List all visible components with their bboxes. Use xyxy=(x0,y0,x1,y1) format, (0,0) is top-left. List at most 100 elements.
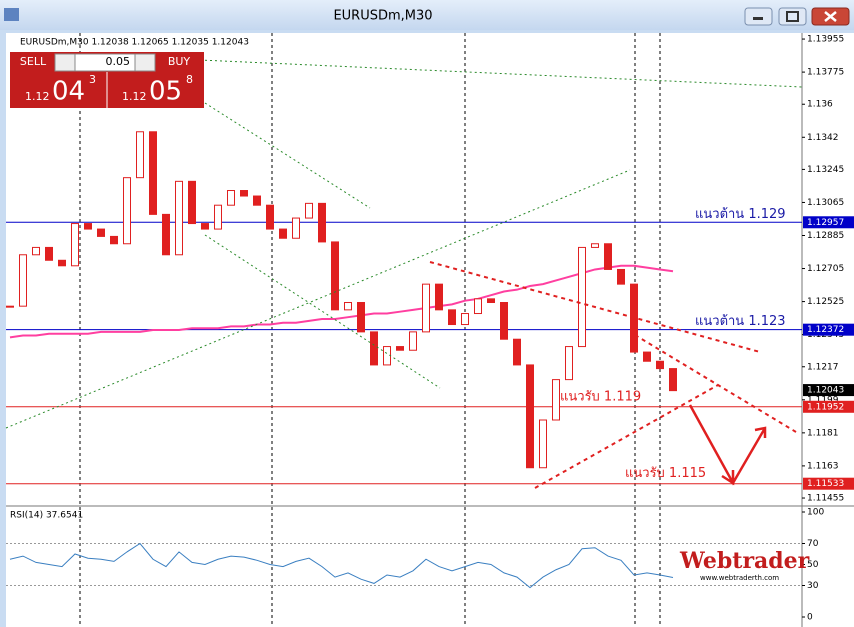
candle xyxy=(97,228,105,237)
candle xyxy=(110,235,118,245)
candle xyxy=(448,309,456,326)
candle xyxy=(6,305,14,308)
candle xyxy=(526,364,534,469)
candle xyxy=(149,131,157,215)
window-icon xyxy=(4,8,19,21)
y-tick-label: 1.12885 xyxy=(807,231,844,241)
y-tick-label: 1.11455 xyxy=(807,494,844,504)
rsi-tick-label: 30 xyxy=(807,581,819,591)
candle xyxy=(175,180,183,256)
minimize-button[interactable] xyxy=(744,7,773,26)
candle xyxy=(45,246,53,261)
rsi-line xyxy=(9,542,674,589)
candle xyxy=(19,254,27,307)
candle xyxy=(58,259,66,267)
candle xyxy=(656,360,664,370)
candle xyxy=(201,223,209,230)
forecast-arrow xyxy=(688,404,767,486)
candle xyxy=(643,351,651,362)
bid-sup: 3 xyxy=(89,73,96,86)
y-tick-label: 1.13775 xyxy=(807,68,844,78)
candle xyxy=(305,202,313,219)
sell-button[interactable]: SELL xyxy=(20,55,47,68)
candle xyxy=(565,346,573,381)
bid-big: 1.12 xyxy=(25,90,50,103)
candle xyxy=(383,346,391,366)
candle xyxy=(344,302,352,311)
ask-main: 05 xyxy=(149,77,182,107)
y-tick-label: 1.1163 xyxy=(807,461,839,471)
close-icon xyxy=(824,11,837,22)
logo-url: www.webtraderth.com xyxy=(700,574,779,582)
trade-panel: SELL BUY 0.05 1.12 04 3 1.12 05 8 xyxy=(10,52,204,108)
candle xyxy=(435,283,443,311)
candle xyxy=(32,246,40,256)
candle xyxy=(84,223,92,230)
window-title: EURUSDm,M30 xyxy=(333,9,432,24)
y-tick-label: 1.1199 xyxy=(807,395,839,405)
candle xyxy=(409,331,417,351)
candle xyxy=(240,190,248,197)
candle xyxy=(500,302,508,340)
y-tick-label: 1.1342 xyxy=(807,133,839,143)
rsi-tick-label: 70 xyxy=(807,539,819,549)
candle xyxy=(604,243,612,270)
candle xyxy=(513,338,521,366)
candle xyxy=(318,202,326,243)
candle xyxy=(136,131,144,179)
candle xyxy=(669,368,677,392)
annotation: แนวต้าน 1.129 xyxy=(695,207,786,222)
level-label-bg xyxy=(803,477,854,490)
minimize-icon xyxy=(753,17,763,20)
candle xyxy=(188,180,196,225)
buy-button[interactable]: BUY xyxy=(168,55,191,68)
candle xyxy=(370,331,378,366)
lot-up[interactable] xyxy=(134,53,156,72)
rsi-tick-label: 0 xyxy=(807,613,813,623)
level-label: 1.11533 xyxy=(807,479,844,489)
trendline xyxy=(429,261,761,353)
y-tick-label: 1.13245 xyxy=(807,165,844,175)
y-tick-label: 1.12705 xyxy=(807,264,844,274)
trendlines xyxy=(5,59,803,489)
rsi-tick-label: 50 xyxy=(807,560,819,570)
current-price-bg xyxy=(803,384,854,397)
candle xyxy=(591,243,599,248)
candle xyxy=(617,268,625,285)
trendline xyxy=(199,59,803,88)
candle xyxy=(227,190,235,206)
level-label: 1.11952 xyxy=(807,402,844,412)
plot: 1.13955 1.13775 1.136 1.1342 1.13245 1.13065 1… xyxy=(6,33,854,627)
lot-down[interactable] xyxy=(54,53,76,72)
ask-sup: 8 xyxy=(186,73,193,86)
annotation: แนวต้าน 1.123 xyxy=(695,314,786,329)
rsi-tick-label: 100 xyxy=(807,508,824,518)
candle xyxy=(422,283,430,333)
candle xyxy=(71,223,79,267)
candle xyxy=(357,302,365,333)
candle xyxy=(539,419,547,469)
candle xyxy=(578,246,586,348)
level-label-bg xyxy=(803,216,854,229)
level-label: 1.12372 xyxy=(807,325,844,335)
y-tick-label: 1.13065 xyxy=(807,198,844,208)
y-tick-label: 1.1217 xyxy=(807,362,839,372)
y-tick-label: 1.1181 xyxy=(807,428,839,438)
level-label-bg xyxy=(803,323,854,336)
symbol-info: EURUSDm,M30 1.12038 1.12065 1.12035 1.12… xyxy=(20,38,249,48)
bid-main: 04 xyxy=(52,77,85,107)
ask-big: 1.12 xyxy=(122,90,147,103)
candle xyxy=(461,313,469,326)
trendline xyxy=(534,384,719,489)
maximize-button[interactable] xyxy=(778,7,807,26)
candle xyxy=(292,217,300,239)
candle xyxy=(396,346,404,351)
annotation: แนวรับ 1.115 xyxy=(625,466,706,481)
candle xyxy=(123,177,131,245)
y-tick-label: 1.12525 xyxy=(807,297,844,307)
y-tick-label: 1.13955 xyxy=(807,35,844,45)
candle xyxy=(162,213,170,256)
candle xyxy=(331,241,339,311)
annotation: แนวรับ 1.119 xyxy=(560,389,641,404)
maximize-icon xyxy=(786,11,799,22)
